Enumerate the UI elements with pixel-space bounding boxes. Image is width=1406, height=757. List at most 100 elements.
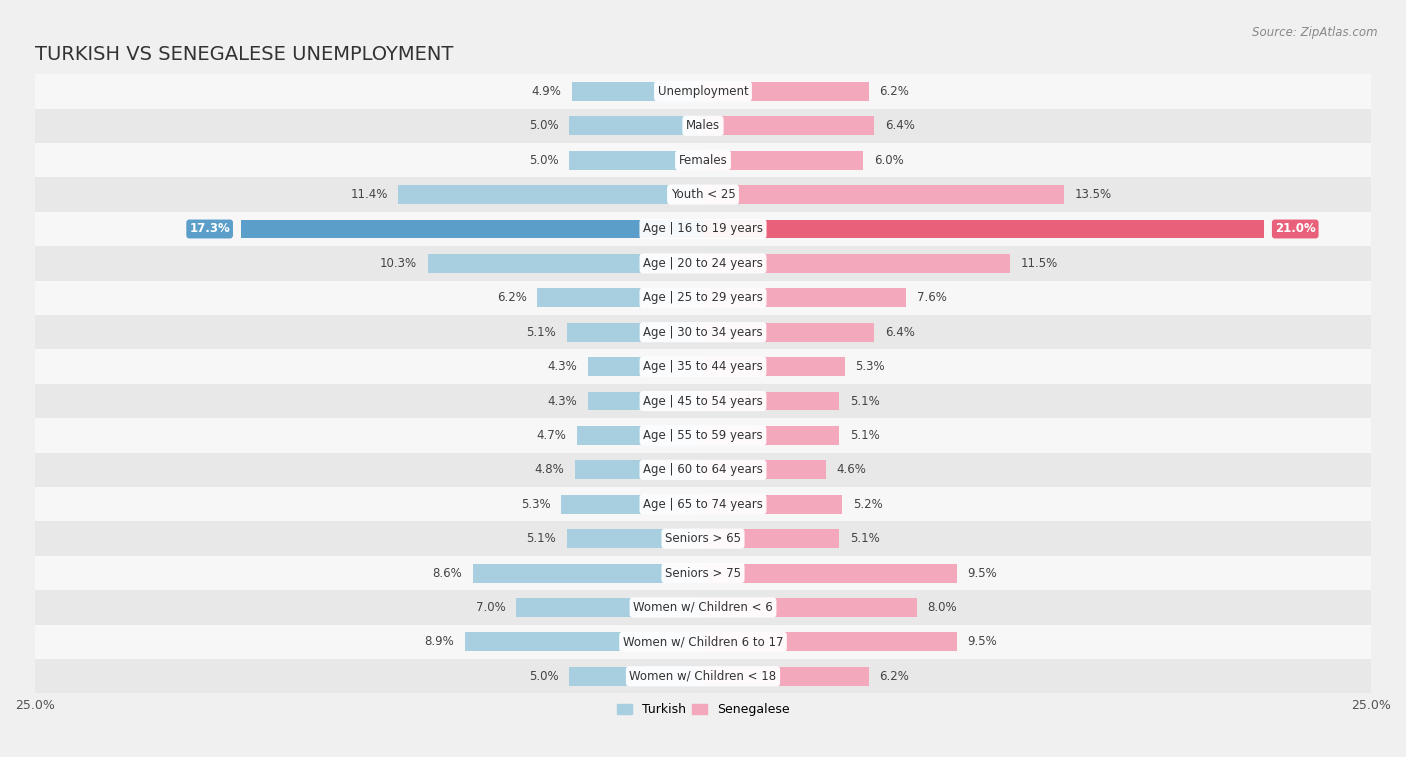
Bar bbox=[35, 143, 1371, 177]
Text: Age | 55 to 59 years: Age | 55 to 59 years bbox=[643, 429, 763, 442]
Text: 4.9%: 4.9% bbox=[531, 85, 561, 98]
Bar bbox=[569, 151, 703, 170]
Text: 7.0%: 7.0% bbox=[475, 601, 505, 614]
Bar bbox=[35, 556, 1371, 590]
Bar bbox=[35, 453, 1371, 487]
Text: 4.3%: 4.3% bbox=[548, 394, 578, 407]
Text: Unemployment: Unemployment bbox=[658, 85, 748, 98]
Bar bbox=[35, 177, 1371, 212]
Bar bbox=[35, 350, 1371, 384]
Bar bbox=[588, 391, 703, 410]
Text: Women w/ Children < 6: Women w/ Children < 6 bbox=[633, 601, 773, 614]
Text: Seniors > 65: Seniors > 65 bbox=[665, 532, 741, 545]
Bar bbox=[575, 460, 703, 479]
Text: Age | 25 to 29 years: Age | 25 to 29 years bbox=[643, 291, 763, 304]
Bar bbox=[703, 322, 875, 341]
Bar bbox=[427, 254, 703, 273]
Text: 8.6%: 8.6% bbox=[433, 566, 463, 580]
Bar bbox=[703, 82, 869, 101]
Text: 21.0%: 21.0% bbox=[1275, 223, 1316, 235]
Text: 5.1%: 5.1% bbox=[526, 532, 555, 545]
Text: 5.0%: 5.0% bbox=[529, 670, 558, 683]
Bar bbox=[35, 74, 1371, 108]
Bar bbox=[35, 212, 1371, 246]
Text: Seniors > 75: Seniors > 75 bbox=[665, 566, 741, 580]
Bar bbox=[703, 564, 957, 583]
Bar bbox=[703, 220, 1264, 238]
Bar bbox=[35, 384, 1371, 418]
Bar bbox=[703, 254, 1011, 273]
Text: 6.0%: 6.0% bbox=[875, 154, 904, 167]
Bar bbox=[35, 315, 1371, 350]
Bar bbox=[240, 220, 703, 238]
Text: Age | 65 to 74 years: Age | 65 to 74 years bbox=[643, 498, 763, 511]
Text: Age | 60 to 64 years: Age | 60 to 64 years bbox=[643, 463, 763, 476]
Text: Women w/ Children < 18: Women w/ Children < 18 bbox=[630, 670, 776, 683]
Text: 5.3%: 5.3% bbox=[855, 360, 884, 373]
Text: 7.6%: 7.6% bbox=[917, 291, 946, 304]
Text: 6.4%: 6.4% bbox=[884, 120, 914, 132]
Bar bbox=[703, 529, 839, 548]
Text: 6.2%: 6.2% bbox=[879, 670, 910, 683]
Bar bbox=[578, 426, 703, 445]
Bar bbox=[569, 667, 703, 686]
Text: 8.0%: 8.0% bbox=[928, 601, 957, 614]
Text: 8.9%: 8.9% bbox=[425, 635, 454, 649]
Bar bbox=[537, 288, 703, 307]
Bar bbox=[398, 185, 703, 204]
Text: Age | 35 to 44 years: Age | 35 to 44 years bbox=[643, 360, 763, 373]
Text: 4.8%: 4.8% bbox=[534, 463, 564, 476]
Bar bbox=[703, 151, 863, 170]
Bar bbox=[703, 357, 845, 376]
Bar bbox=[35, 590, 1371, 625]
Text: Source: ZipAtlas.com: Source: ZipAtlas.com bbox=[1253, 26, 1378, 39]
Text: Youth < 25: Youth < 25 bbox=[671, 188, 735, 201]
Bar bbox=[703, 391, 839, 410]
Text: 5.3%: 5.3% bbox=[522, 498, 551, 511]
Bar bbox=[703, 598, 917, 617]
Text: 10.3%: 10.3% bbox=[380, 257, 418, 270]
Text: 11.5%: 11.5% bbox=[1021, 257, 1059, 270]
Text: Age | 20 to 24 years: Age | 20 to 24 years bbox=[643, 257, 763, 270]
Text: Females: Females bbox=[679, 154, 727, 167]
Bar bbox=[474, 564, 703, 583]
Bar bbox=[35, 418, 1371, 453]
Bar bbox=[561, 495, 703, 514]
Text: 9.5%: 9.5% bbox=[967, 566, 997, 580]
Text: 5.1%: 5.1% bbox=[526, 326, 555, 338]
Text: Males: Males bbox=[686, 120, 720, 132]
Bar bbox=[35, 487, 1371, 522]
Bar bbox=[703, 460, 825, 479]
Bar bbox=[703, 426, 839, 445]
Text: 17.3%: 17.3% bbox=[190, 223, 231, 235]
Text: 5.1%: 5.1% bbox=[851, 394, 880, 407]
Bar bbox=[703, 117, 875, 136]
Text: 5.1%: 5.1% bbox=[851, 532, 880, 545]
Text: 5.0%: 5.0% bbox=[529, 120, 558, 132]
Bar bbox=[703, 495, 842, 514]
Bar bbox=[588, 357, 703, 376]
Bar bbox=[567, 529, 703, 548]
Bar bbox=[35, 246, 1371, 281]
Bar bbox=[516, 598, 703, 617]
Text: Age | 30 to 34 years: Age | 30 to 34 years bbox=[643, 326, 763, 338]
Text: 5.1%: 5.1% bbox=[851, 429, 880, 442]
Text: 4.7%: 4.7% bbox=[537, 429, 567, 442]
Bar bbox=[35, 522, 1371, 556]
Text: TURKISH VS SENEGALESE UNEMPLOYMENT: TURKISH VS SENEGALESE UNEMPLOYMENT bbox=[35, 45, 453, 64]
Legend: Turkish, Senegalese: Turkish, Senegalese bbox=[612, 698, 794, 721]
Text: 11.4%: 11.4% bbox=[350, 188, 388, 201]
Bar bbox=[703, 632, 957, 651]
Text: 6.2%: 6.2% bbox=[496, 291, 527, 304]
Text: 6.2%: 6.2% bbox=[879, 85, 910, 98]
Bar bbox=[35, 659, 1371, 693]
Bar bbox=[703, 288, 905, 307]
Bar bbox=[703, 667, 869, 686]
Bar bbox=[567, 322, 703, 341]
Bar bbox=[569, 117, 703, 136]
Bar bbox=[572, 82, 703, 101]
Text: Age | 16 to 19 years: Age | 16 to 19 years bbox=[643, 223, 763, 235]
Text: 9.5%: 9.5% bbox=[967, 635, 997, 649]
Bar bbox=[35, 281, 1371, 315]
Bar bbox=[35, 625, 1371, 659]
